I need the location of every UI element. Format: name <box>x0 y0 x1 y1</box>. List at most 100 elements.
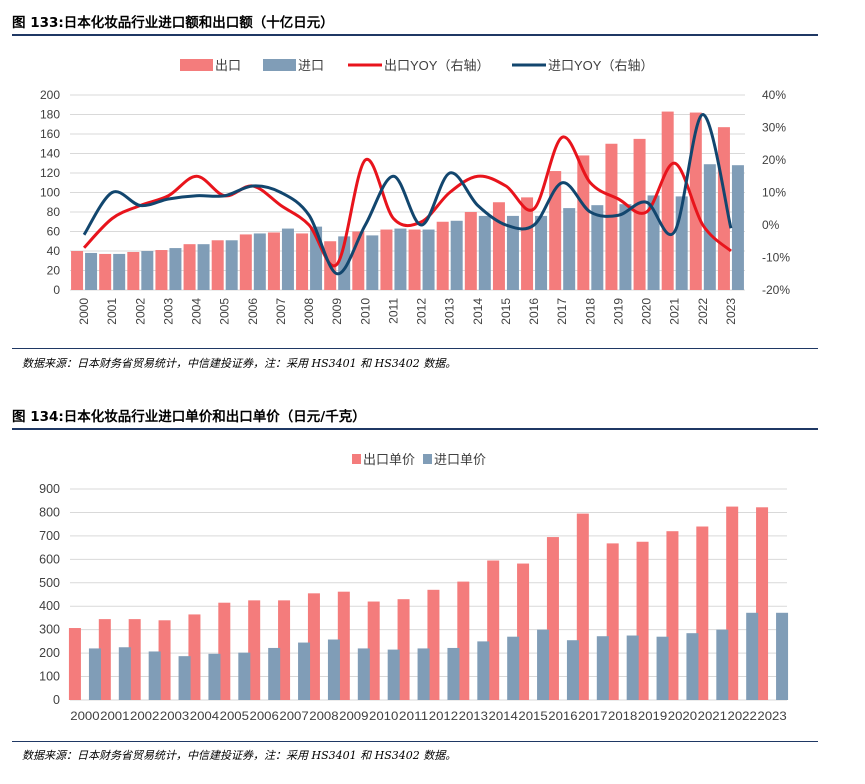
x-tick-label: 2005 <box>220 709 250 723</box>
x-tick-label: 2009 <box>330 298 344 325</box>
export-price-bar <box>128 619 141 700</box>
import-bar <box>450 220 463 290</box>
figure-133-source: 数据来源：日本财务省贸易统计，中信建投证券，注：采用 HS3401 和 HS34… <box>22 357 457 370</box>
import-price-bar <box>566 640 579 700</box>
import-bar <box>394 228 407 290</box>
import-bar <box>169 248 182 290</box>
import-bar <box>506 215 519 290</box>
x-tick-label: 2004 <box>190 298 204 325</box>
export-price-bar <box>487 560 500 700</box>
y-tick-label: 0 <box>53 693 60 707</box>
import-bar <box>535 215 548 290</box>
y-tick-label: 700 <box>39 529 60 543</box>
legend-import-swatch <box>263 59 296 71</box>
y-tick-label: 500 <box>39 576 60 590</box>
export-bar <box>127 251 140 290</box>
import-bar <box>619 204 632 290</box>
x-tick-label: 2014 <box>471 298 485 325</box>
x-tick-label: 2000 <box>70 709 100 723</box>
export-price-bar <box>756 507 769 700</box>
import-bar <box>253 233 266 290</box>
export-bar <box>408 229 421 290</box>
y-tick-label: 800 <box>39 505 60 519</box>
export-bar <box>577 155 590 290</box>
export-price-bar <box>307 593 320 700</box>
import-price-bar <box>88 648 101 700</box>
x-tick-label: 2009 <box>339 709 369 723</box>
export-price-bar <box>427 589 440 700</box>
figure-133-top-rule <box>12 34 818 36</box>
export-price-bar <box>158 620 171 700</box>
x-tick-label: 2007 <box>274 298 288 325</box>
import-price-bar <box>387 649 400 700</box>
export-price-bar <box>517 563 530 700</box>
y-left-tick-label: 200 <box>40 88 60 102</box>
export-price-bar <box>98 619 111 700</box>
y-right-tick-label: -10% <box>762 251 790 265</box>
export-bar <box>99 253 112 290</box>
import-bar <box>197 244 210 290</box>
y-tick-label: 900 <box>39 482 60 496</box>
export-bar <box>155 250 168 290</box>
x-tick-label: 2016 <box>527 298 541 325</box>
y-tick-label: 400 <box>39 599 60 613</box>
import-price-bar <box>447 647 460 700</box>
import-price-bar <box>417 648 430 700</box>
y-right-tick-label: 0% <box>762 218 780 232</box>
x-tick-label: 2002 <box>130 709 160 723</box>
x-tick-label: 2002 <box>133 298 147 325</box>
import-export-value-chart: 0 20 40 60 80 100 120 140 160 180 200 -20% -10% 0% 10%… <box>40 58 790 325</box>
export-yoy-line <box>82 135 732 268</box>
y-left-tick-label: 100 <box>40 186 60 200</box>
import-price-bar <box>507 636 520 700</box>
x-tick-label: 2003 <box>160 709 190 723</box>
y-left-tick-label: 60 <box>47 225 61 239</box>
export-price-bar <box>188 614 201 700</box>
export-price-bar <box>636 541 649 700</box>
export-price-bar <box>397 599 410 700</box>
export-price-bar <box>666 531 679 700</box>
import-price-bar <box>656 636 669 700</box>
import-bar <box>422 229 435 290</box>
legend-export-price-swatch <box>352 454 361 464</box>
x-tick-label: 2012 <box>429 709 459 723</box>
import-price-bar <box>268 647 281 700</box>
x-tick-label: 2003 <box>161 298 175 325</box>
export-price-bar <box>218 602 231 700</box>
y-left-tick-label: 80 <box>47 205 61 219</box>
x-tick-label: 2017 <box>555 298 569 325</box>
export-price-bar <box>546 537 559 700</box>
figure-134-top-rule <box>12 428 818 430</box>
export-price-bar <box>367 601 380 700</box>
export-price-bar <box>726 506 739 700</box>
import-bar <box>478 215 491 290</box>
y-left-tick-label: 0 <box>53 283 60 297</box>
import-bar <box>281 228 294 290</box>
export-bar <box>71 251 84 290</box>
export-bar <box>436 221 449 290</box>
export-bar <box>689 112 702 290</box>
export-bar <box>239 234 252 290</box>
x-tick-label: 2000 <box>77 298 91 325</box>
x-tick-label: 2012 <box>415 298 429 325</box>
export-bar <box>661 111 674 290</box>
export-price-bar <box>576 513 589 700</box>
x-tick-label: 2017 <box>578 709 608 723</box>
import-price-bar <box>477 641 490 700</box>
legend-export-swatch <box>180 59 213 71</box>
y-tick-label: 300 <box>39 623 60 637</box>
x-tick-label: 2015 <box>518 709 548 723</box>
import-price-bar <box>208 653 221 700</box>
y-right-tick-label: 30% <box>762 121 786 135</box>
x-tick-label: 2008 <box>309 709 339 723</box>
y-right-tick-label: -20% <box>762 283 790 297</box>
import-bar <box>366 235 379 290</box>
x-tick-label: 2001 <box>105 298 119 325</box>
legend-export-price-label: 出口单价 <box>363 452 415 467</box>
import-bar <box>141 251 154 290</box>
y-left-tick-label: 140 <box>40 147 60 161</box>
x-tick-label: 2006 <box>250 709 280 723</box>
import-bar <box>563 208 576 290</box>
import-price-bar <box>596 636 609 700</box>
export-bar <box>549 171 562 290</box>
